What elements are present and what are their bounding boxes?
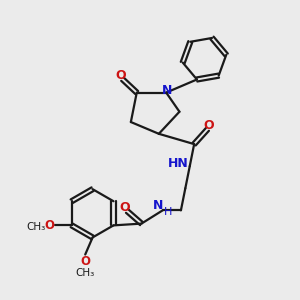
Text: O: O: [115, 69, 126, 82]
Text: O: O: [120, 201, 130, 214]
Text: O: O: [44, 219, 54, 232]
Text: N: N: [153, 200, 164, 212]
Text: HN: HN: [168, 157, 189, 170]
Text: O: O: [204, 119, 214, 132]
Text: N: N: [162, 84, 172, 97]
Text: CH₃: CH₃: [76, 268, 95, 278]
Text: O: O: [80, 254, 90, 268]
Text: CH₃: CH₃: [27, 222, 46, 232]
Text: H: H: [164, 207, 172, 217]
